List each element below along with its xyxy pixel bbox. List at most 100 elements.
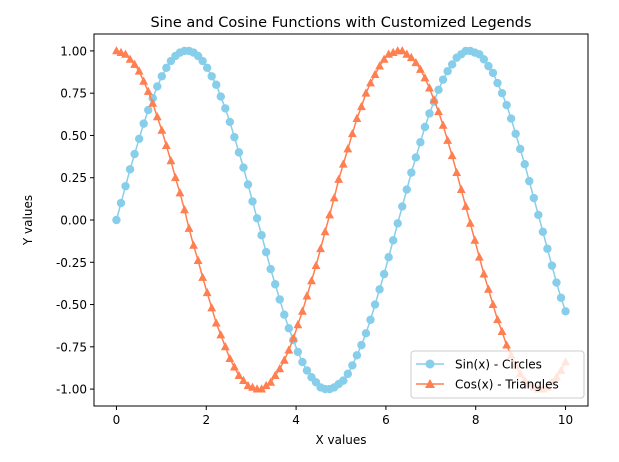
data-point [343,144,353,153]
data-point [112,215,121,225]
data-point [461,201,471,210]
data-point [484,284,493,293]
data-point [239,375,248,385]
data-point [502,100,511,110]
data-point [361,88,371,97]
y-tick-label: -0.50 [56,298,87,312]
plot-area [112,46,570,394]
x-tick-label: 4 [292,413,300,427]
data-point [248,197,257,206]
chart-title: Sine and Cosine Functions with Customize… [150,15,531,31]
data-point [130,149,139,159]
series-line-circle [115,50,567,390]
data-point [271,280,280,289]
data-point [180,205,189,214]
data-point [153,82,162,91]
data-point [239,163,248,172]
data-point [221,104,230,113]
data-point [234,148,244,157]
data-point [216,92,225,101]
data-point [447,60,457,69]
data-point [325,210,335,219]
data-point [493,78,502,88]
data-point [416,138,425,147]
data-point [293,347,303,357]
data-point [288,333,298,342]
data-point [361,329,371,338]
data-point [293,320,303,329]
data-point [157,72,167,81]
data-point [502,340,511,349]
data-point [275,295,284,304]
series-line-triangle [116,50,567,390]
data-point [193,255,203,264]
data-point [284,345,294,354]
data-point [515,144,525,154]
x-axis: 0 2 4 6 8 10 [113,406,573,427]
data-point [338,159,348,168]
data-point [220,342,230,351]
data-point [148,98,158,107]
data-point [375,61,384,70]
legend-label-sin: Sin(x) - Circles [455,358,542,372]
legend-box [410,350,585,399]
x-tick-label: 2 [202,413,210,427]
data-point [207,303,217,312]
data-point [257,384,267,393]
data-point [234,370,244,379]
data-point [402,49,412,58]
data-point [270,370,280,379]
data-point [479,55,489,64]
legend: Sin(x) - Circles Cos(x) - Triangles [410,350,585,399]
data-point [311,260,321,270]
data-point [171,172,180,182]
data-point [279,355,289,364]
y-tick-label: 0.75 [60,87,87,101]
data-point [379,269,389,279]
data-point [470,235,480,244]
legend-marker-triangle [425,379,435,388]
data-point [420,73,430,82]
data-point [166,156,176,165]
data-point [534,210,543,220]
data-point [139,119,148,128]
data-point [162,63,171,73]
data-point [375,285,384,294]
data-point [134,134,144,144]
data-point [280,310,289,319]
data-point [438,75,448,84]
y-tick-label: -1.00 [56,383,87,397]
data-point [298,306,307,315]
data-point [429,95,439,104]
data-point [284,324,294,333]
data-point [230,132,239,142]
x-tick-label: 10 [558,413,573,427]
data-point [556,293,566,302]
data-point [438,120,448,129]
legend-marker-circle [425,359,435,369]
data-point [465,218,475,227]
data-point [198,272,208,281]
data-point [407,168,416,177]
x-tick-label: 8 [472,413,480,427]
data-point [184,223,194,232]
data-point [161,140,171,149]
data-point [347,128,357,138]
data-point [144,105,153,115]
data-point [243,180,253,189]
data-point [266,377,276,386]
axes-frame [93,33,589,407]
data-point [443,135,453,144]
data-point [211,318,221,327]
data-point [329,193,339,202]
data-point [202,287,212,297]
data-point [257,231,266,240]
y-axis-label: Y values [21,195,35,246]
data-point [525,176,534,186]
data-point [225,353,235,363]
data-point [189,240,198,249]
data-point [425,109,434,118]
data-point [252,214,262,223]
data-point [370,300,380,309]
